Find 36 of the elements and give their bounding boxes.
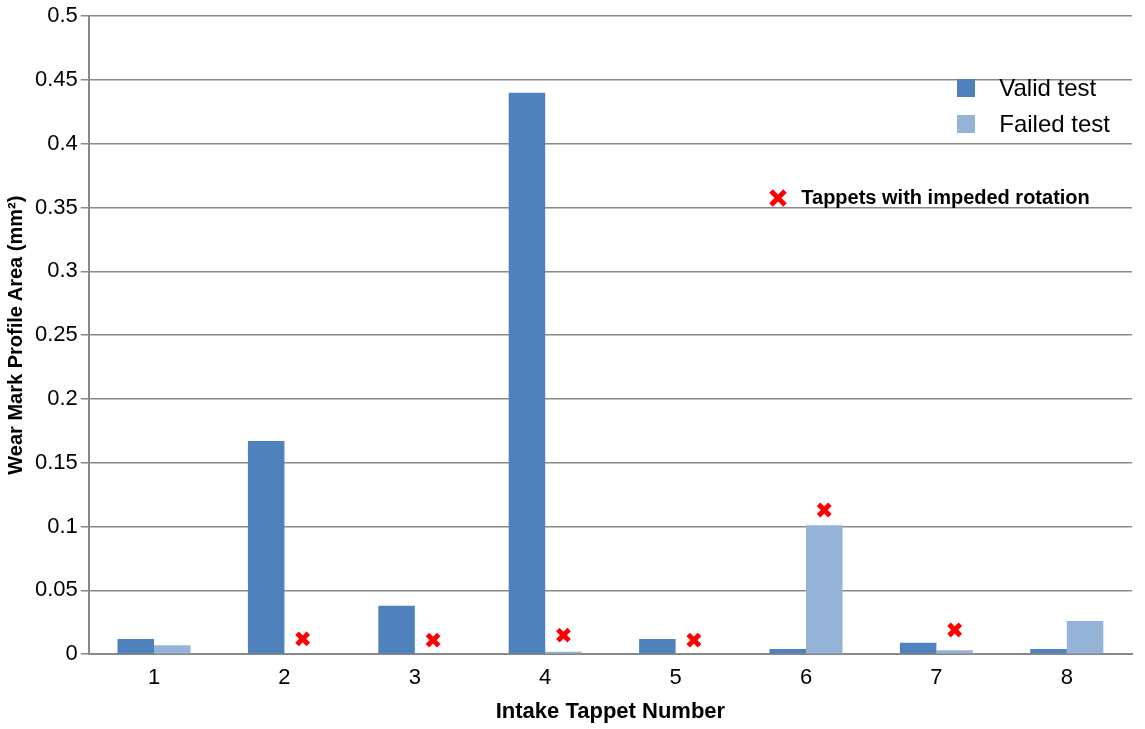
bar: [154, 645, 191, 654]
legend-label: Tappets with impeded rotation: [801, 186, 1090, 209]
y-tick-label: 0: [65, 640, 78, 666]
x-tick-label: 4: [539, 664, 552, 690]
bar: [1066, 621, 1104, 654]
y-tick-label: 0.05: [34, 576, 78, 602]
y-tick-label: 0.3: [47, 257, 78, 283]
bar: [806, 525, 843, 654]
y-tick-label: 0.2: [47, 385, 78, 411]
y-tick-label: 0.15: [34, 448, 78, 474]
bar: [378, 605, 415, 654]
legend-label: Valid test: [999, 74, 1097, 102]
x-tick-label: 3: [408, 664, 421, 690]
y-tick-label: 0.35: [34, 193, 78, 219]
y-axis-title: Wear Mark Profile Area (mm²): [3, 195, 26, 475]
bar: [508, 92, 546, 654]
bar: [1030, 649, 1067, 654]
y-tick-label: 0.45: [34, 66, 78, 92]
x-tick-label: 6: [799, 664, 813, 690]
bar: [639, 638, 676, 654]
x-tick-label: 2: [278, 664, 291, 690]
bar: [936, 650, 973, 654]
legend-label: Failed test: [999, 110, 1110, 138]
y-tick-label: 0.4: [47, 129, 78, 155]
y-tick-label: 0.1: [47, 512, 78, 538]
bar: [247, 441, 285, 654]
x-tick-label: 8: [1060, 664, 1073, 690]
bar: [899, 642, 937, 654]
x-tick-label: 5: [669, 664, 682, 690]
x-tick-label: 7: [930, 664, 943, 690]
x-axis-title: Intake Tappet Number: [495, 697, 726, 723]
bar: [117, 638, 155, 654]
bar: [769, 649, 807, 654]
y-tick-label: 0.25: [34, 321, 78, 347]
x-tick-label: 1: [147, 664, 161, 690]
y-tick-label: 0.5: [47, 2, 78, 28]
